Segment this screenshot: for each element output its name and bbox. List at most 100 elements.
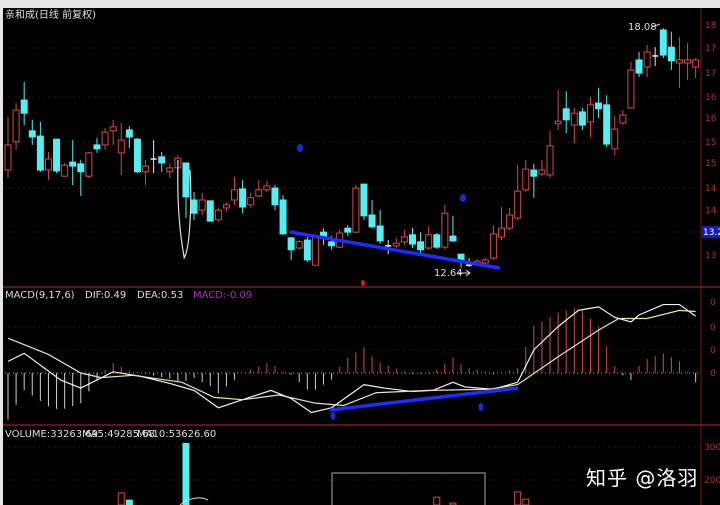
candle <box>417 232 425 255</box>
candle-body <box>53 138 61 172</box>
window-left-border <box>0 0 3 505</box>
candle <box>255 180 263 197</box>
volume-bar <box>117 492 125 505</box>
candle <box>311 234 319 266</box>
candle-body <box>538 169 546 175</box>
candle <box>684 43 692 81</box>
candle-body <box>247 197 255 206</box>
macd-title: MACD(9,17,6) <box>5 290 75 301</box>
candle <box>546 130 554 178</box>
candle <box>239 180 247 214</box>
candle <box>619 110 627 126</box>
candle-body <box>603 104 611 145</box>
candle-body <box>659 29 667 56</box>
candle-body <box>255 189 263 197</box>
macd-axis: 0 0 0 0 <box>710 298 716 379</box>
candle-body <box>376 225 384 242</box>
candle-body <box>611 128 619 150</box>
candle-body <box>101 131 109 146</box>
candle-body <box>554 120 562 125</box>
macd-tick: 0 <box>710 346 716 356</box>
candle-body <box>344 227 352 233</box>
candle-body <box>311 236 319 266</box>
candle-body <box>392 242 400 247</box>
candle-body <box>409 234 416 245</box>
candle <box>611 115 619 156</box>
candle <box>158 151 166 172</box>
candle <box>570 107 578 144</box>
candle-body <box>578 111 586 126</box>
candle <box>28 119 36 145</box>
candle <box>659 28 667 59</box>
candle <box>222 202 230 212</box>
low-arrow-icon <box>458 269 471 277</box>
candle-body <box>231 189 239 201</box>
candle <box>44 151 52 181</box>
candle <box>247 192 255 208</box>
candle-body <box>530 169 538 177</box>
candle <box>506 207 514 230</box>
candle-body <box>93 144 101 150</box>
low-price-label: 12.64 <box>434 268 463 279</box>
price-axis: 18 17 17 16 16 15 15 14 14 13.2 13 <box>702 21 720 261</box>
candle-body <box>4 144 12 171</box>
volume-bar <box>433 496 441 505</box>
chart-title: 亲和成(日线 前复权) <box>5 8 96 21</box>
candle <box>352 185 360 234</box>
current-price-label: 13.2 <box>703 228 720 238</box>
candle-body <box>61 164 69 177</box>
candle <box>36 122 44 172</box>
price-tick: 14 <box>705 184 717 194</box>
candle <box>101 128 109 150</box>
candle <box>627 62 635 109</box>
highlight-box <box>331 472 486 505</box>
candle-body <box>692 59 700 68</box>
candle <box>360 183 368 220</box>
price-tick: 16 <box>705 114 717 124</box>
candle-body <box>279 199 287 235</box>
candle <box>578 107 586 130</box>
candle <box>295 240 303 250</box>
candle <box>667 31 675 71</box>
candle-body <box>271 187 279 206</box>
candle <box>198 192 206 215</box>
candle <box>643 44 651 78</box>
candle-body <box>328 241 336 247</box>
candle <box>652 47 659 67</box>
dif-line <box>7 303 696 414</box>
candle <box>433 233 441 249</box>
signal-dot <box>361 280 365 286</box>
price-tick: 13 <box>705 251 716 261</box>
candle <box>263 181 271 193</box>
candle <box>93 137 101 153</box>
dea-line <box>7 309 696 407</box>
volume-bars <box>117 442 530 505</box>
candle <box>109 119 117 145</box>
candle-body <box>182 162 190 198</box>
macd-hist-value: MACD:-0.09 <box>193 290 252 301</box>
high-arrow-icon <box>651 23 661 28</box>
candle <box>530 163 538 198</box>
macd-dea-value: DEA:0.53 <box>137 290 183 301</box>
candle-body <box>627 69 635 109</box>
candle <box>85 151 93 178</box>
candle-body <box>239 188 247 208</box>
candle-body <box>522 168 530 191</box>
candle <box>61 162 69 177</box>
volume-bar <box>522 498 530 505</box>
candle <box>182 162 190 219</box>
candle-body <box>222 204 230 209</box>
volume-bar <box>449 502 457 505</box>
candle <box>425 225 433 250</box>
candle-body <box>166 167 174 173</box>
candle <box>117 122 125 175</box>
volume-header: VOLUME:33263.69 MA5:49285.68 MA10:53626.… <box>5 429 216 440</box>
candle <box>368 199 376 229</box>
watermark: 知乎 @洛羽 <box>586 466 699 490</box>
volume-ma5: MA5:49285.68 <box>82 429 155 440</box>
volume-ma10: MA10:53626.60 <box>137 429 216 440</box>
signal-dot <box>478 403 484 411</box>
candle-body <box>77 163 85 173</box>
candle-body <box>481 259 489 264</box>
macd-tick: 0 <box>710 323 716 333</box>
